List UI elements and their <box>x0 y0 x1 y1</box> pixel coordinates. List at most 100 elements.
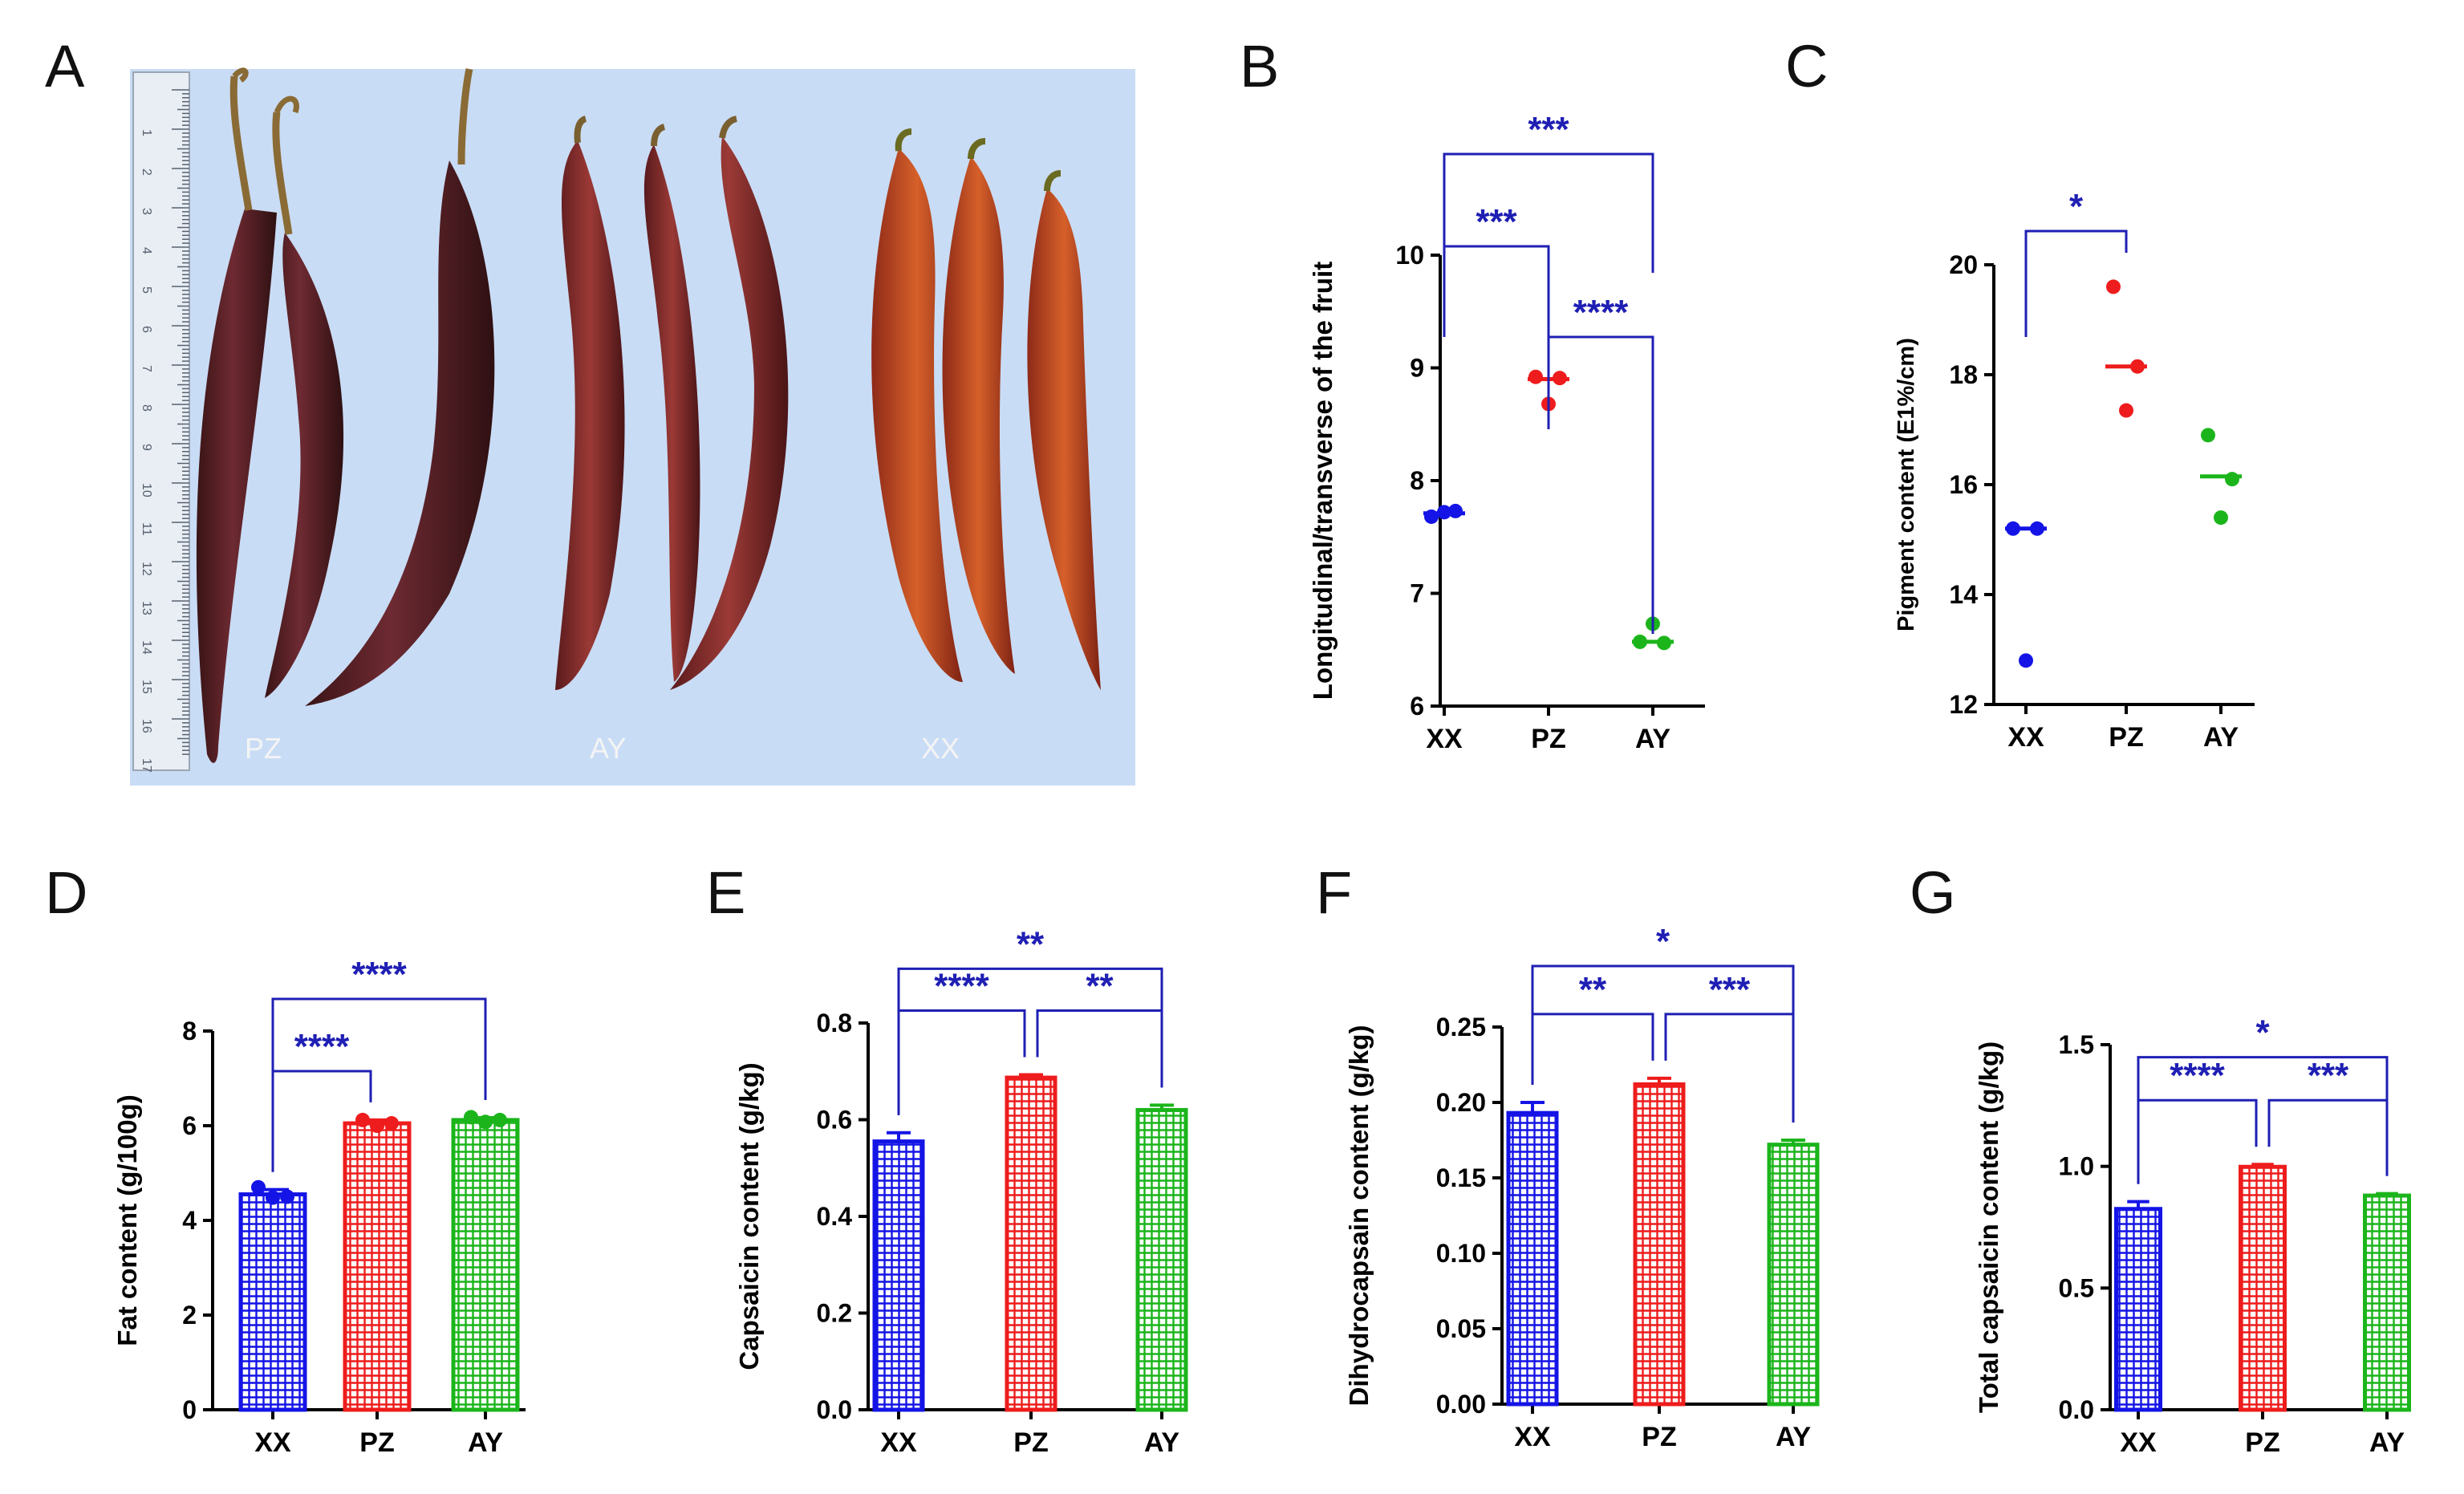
data-point-pz <box>384 1116 399 1131</box>
y-tick-label: 0.0 <box>817 1395 852 1424</box>
ruler-number: 15 <box>140 680 153 694</box>
y-tick-label: 8 <box>182 1017 197 1045</box>
significance-bracket <box>1443 152 1654 337</box>
x-tick-label-pz: PZ <box>2109 722 2143 753</box>
significance-label: **** <box>1573 293 1629 332</box>
panel-letter-c: C <box>1785 33 1828 99</box>
data-point-ay <box>478 1114 493 1130</box>
significance-bracket <box>2267 1098 2389 1176</box>
ruler-number: 14 <box>140 640 153 655</box>
significance-label: *** <box>1476 202 1517 242</box>
y-tick-label: 18 <box>1949 360 1978 389</box>
chili-pepper <box>305 160 495 706</box>
significance-label: *** <box>2308 1056 2349 1095</box>
ruler-number: 5 <box>140 286 153 294</box>
significance-label: **** <box>934 966 989 1005</box>
bar-pz <box>1005 1075 1057 1412</box>
panel-letter-d: D <box>45 859 87 926</box>
y-tick-label: 0.8 <box>817 1009 852 1037</box>
significance-label: **** <box>294 1027 350 1066</box>
ruler-number: 7 <box>140 365 153 372</box>
significance-bracket <box>271 997 487 1172</box>
significance-label: **** <box>351 955 407 994</box>
x-tick-label-pz: PZ <box>2245 1427 2279 1458</box>
photo-label-pz: PZ <box>245 732 282 765</box>
ruler-number: 17 <box>140 758 153 773</box>
y-tick-label: 8 <box>1410 466 1424 495</box>
x-tick-label-ay: AY <box>1776 1422 1811 1452</box>
data-point-ay <box>1633 634 1647 649</box>
panel-letter-a: A <box>45 33 85 99</box>
chili-pepper <box>942 156 1015 674</box>
ruler-number: 10 <box>140 483 153 497</box>
x-tick-label-ay: AY <box>1635 724 1670 754</box>
bar-ay <box>1767 1143 1820 1407</box>
data-point-pz <box>2119 403 2133 418</box>
panel-letter-e: E <box>706 859 745 926</box>
significance-bracket <box>2137 1056 2389 1184</box>
bar-pz <box>343 1121 412 1412</box>
photo-label-xx: XX <box>921 732 960 765</box>
data-point-xx <box>266 1190 280 1205</box>
y-tick-label: 0.4 <box>817 1202 853 1231</box>
data-point-pz <box>2106 279 2121 294</box>
bar-ay <box>451 1118 520 1412</box>
x-tick-label-xx: XX <box>1426 724 1463 754</box>
data-point-pz <box>1528 369 1543 384</box>
data-point-xx <box>2006 521 2020 536</box>
bar-xx <box>2114 1207 2162 1412</box>
data-point-ay <box>1657 635 1671 651</box>
y-tick-label: 14 <box>1949 580 1978 609</box>
ruler-number: 3 <box>140 208 153 215</box>
data-point-ay <box>2201 428 2215 443</box>
y-tick-label: 0 <box>182 1395 197 1424</box>
y-tick-label: 0.25 <box>1436 1013 1486 1041</box>
chili-pepper <box>555 140 625 690</box>
chili-group-ay <box>555 116 789 690</box>
significance-bracket <box>1531 1013 1654 1085</box>
y-tick-label: 0.05 <box>1436 1314 1486 1343</box>
data-point-pz <box>1553 371 1567 386</box>
chili-pepper <box>196 209 277 763</box>
significance-label: * <box>2069 187 2084 226</box>
data-point-pz <box>355 1112 370 1127</box>
y-tick-label: 6 <box>1410 692 1424 721</box>
bar-ay <box>2363 1193 2411 1412</box>
significance-label: ** <box>1017 924 1045 964</box>
y-tick-label: 0.6 <box>817 1106 852 1135</box>
chart-d-fat-content: 0 2 4 6 8 XX PZ AY Fat content (g/100g) ******** <box>112 955 526 1458</box>
chart-b-fruit-shape-index: 6 7 8 9 10 XX PZ AY Longitudinal/transverse of t… <box>1308 110 1705 754</box>
chart-e-capsaicin-content: 0.0 0.2 0.4 0.6 0.8 XX PZ AY Capsaicin content (… <box>734 924 1188 1458</box>
chili-pepper <box>670 136 789 690</box>
ruler-number: 8 <box>140 404 153 412</box>
y-tick-label: 6 <box>182 1111 197 1140</box>
significance-bracket <box>897 967 1163 1115</box>
significance-label: *** <box>1528 110 1569 149</box>
x-tick-label-ay: AY <box>1144 1427 1179 1458</box>
panel-letter-f: F <box>1316 859 1352 926</box>
x-tick-label-ay: AY <box>2369 1427 2405 1458</box>
y-tick-label: 0.0 <box>2059 1395 2094 1424</box>
y-tick-label: 16 <box>1949 470 1978 499</box>
bar-pz <box>2239 1164 2287 1412</box>
chili-group-pz <box>196 67 495 763</box>
ruler-number: 9 <box>140 444 153 451</box>
ruler-number: 2 <box>140 168 153 176</box>
panel-letter-g: G <box>1910 859 1956 926</box>
significance-bracket <box>1443 245 1550 365</box>
photo-label-ay: AY <box>590 732 626 765</box>
chili-pepper <box>643 144 700 682</box>
y-tick-label: 1.5 <box>2059 1030 2094 1059</box>
y-axis-label: Capsaicin content (g/kg) <box>734 1062 764 1370</box>
y-axis-label: Dihydrocapsain content (g/kg) <box>1344 1025 1374 1407</box>
data-point-xx <box>1448 503 1463 518</box>
bar-ay <box>1135 1107 1188 1412</box>
ruler-number: 12 <box>140 562 153 576</box>
significance-label: **** <box>2170 1056 2225 1095</box>
x-tick-label-pz: PZ <box>1531 724 1565 754</box>
bar-xx <box>238 1192 307 1412</box>
significance-label: ** <box>1086 966 1114 1005</box>
data-point-ay <box>2225 472 2239 487</box>
